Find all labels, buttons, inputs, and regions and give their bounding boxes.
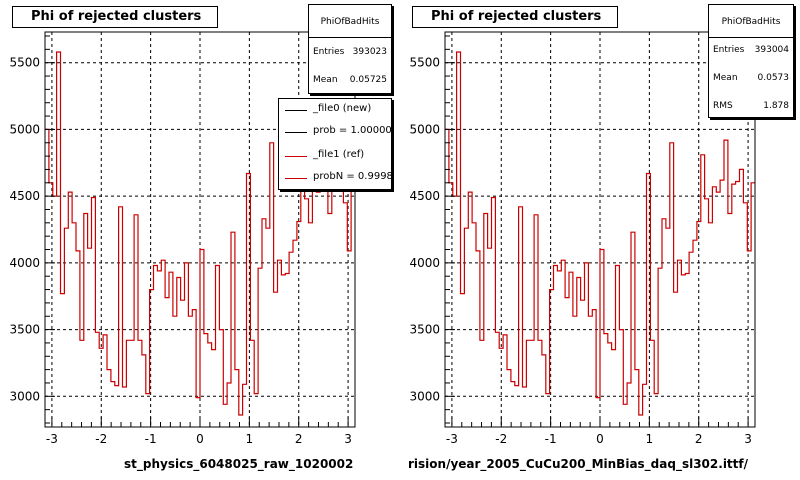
stats-value: 1.878 bbox=[763, 101, 789, 111]
y-tick-label: 5000 bbox=[9, 122, 40, 136]
plot-title: Phi of rejected clusters bbox=[412, 6, 618, 28]
x-tick-label: 1 bbox=[646, 432, 654, 446]
plot-title-text: Phi of rejected clusters bbox=[431, 9, 602, 24]
stats-value: 0.05725 bbox=[349, 75, 387, 85]
stats-label: Mean bbox=[713, 73, 738, 83]
legend-label: prob = 1.000000 bbox=[313, 125, 392, 136]
legend-entry: probN = 0.99985 bbox=[279, 167, 392, 189]
legend-line-black bbox=[285, 110, 307, 111]
x-tick-label: -2 bbox=[95, 432, 107, 446]
x-tick-label: 3 bbox=[744, 432, 752, 446]
y-tick-label: 5500 bbox=[9, 56, 40, 70]
y-tick-label: 5000 bbox=[409, 122, 440, 136]
legend-line-red bbox=[285, 178, 307, 179]
y-tick-label: 4000 bbox=[9, 256, 40, 270]
plot-title-text: Phi of rejected clusters bbox=[31, 9, 202, 24]
x-axis-label: st_physics_6048025_raw_1020002 bbox=[124, 457, 354, 471]
stats-label: Entries bbox=[713, 45, 745, 55]
stats-label: RMS bbox=[713, 101, 733, 111]
stats-row-entries: Entries 393004 bbox=[713, 45, 789, 55]
legend-line-red bbox=[285, 156, 307, 157]
stats-row-entries: Entries 393023 bbox=[313, 47, 387, 57]
x-tick-label: 2 bbox=[295, 432, 303, 446]
legend-label: _file0 (new) bbox=[313, 103, 372, 114]
y-tick-label: 4500 bbox=[409, 189, 440, 203]
legend-entry: _file0 (new) bbox=[279, 99, 391, 121]
left-plot-pad: -3 -2 -1 0 1 2 3 3000 3500 4000 4500 5000 5500 Phi o… bbox=[9, 4, 392, 471]
legend-entry: prob = 1.000000 bbox=[279, 121, 392, 143]
x-tick-label: -3 bbox=[446, 432, 458, 446]
right-plot-pad: -3 -2 -1 0 1 2 3 3000 3500 4000 4500 5000 5500 Phi o… bbox=[400, 0, 800, 480]
x-tick-label: -2 bbox=[495, 432, 507, 446]
histogram-series-line bbox=[445, 51, 755, 416]
legend-line-black bbox=[285, 132, 307, 133]
x-tick-label: 3 bbox=[344, 432, 352, 446]
stats-row-rms: RMS 1.878 bbox=[713, 101, 789, 111]
stats-label: Mean bbox=[313, 75, 338, 85]
x-tick-label: 0 bbox=[196, 432, 204, 446]
y-tick-label: 3500 bbox=[409, 323, 440, 337]
legend-entry: _file1 (ref) bbox=[279, 145, 391, 167]
stats-label: Entries bbox=[313, 47, 345, 57]
x-tick-label: -1 bbox=[545, 432, 557, 446]
stats-box: PhiOfBadHits Entries 393004 Mean 0.0573 … bbox=[708, 4, 794, 118]
y-tick-label: 4500 bbox=[9, 189, 40, 203]
x-tick-label: 2 bbox=[695, 432, 703, 446]
y-tick-label: 3500 bbox=[9, 323, 40, 337]
y-tick-label: 3000 bbox=[9, 389, 40, 403]
right-histogram-plot: -3 -2 -1 0 1 2 3 3000 3500 4000 4500 5000 5500 bbox=[409, 31, 756, 446]
x-tick-label: -3 bbox=[46, 432, 58, 446]
stats-name: PhiOfBadHits bbox=[320, 17, 380, 27]
left-histogram-plot: -3 -2 -1 0 1 2 3 3000 3500 4000 4500 5000 5500 bbox=[9, 31, 356, 446]
y-tick-label: 4000 bbox=[409, 256, 440, 270]
legend-box: _file0 (new) prob = 1.000000 _file1 (ref… bbox=[278, 98, 392, 190]
x-tick-label: 1 bbox=[246, 432, 254, 446]
legend-label: probN = 0.99985 bbox=[313, 171, 392, 182]
x-tick-label: 0 bbox=[596, 432, 604, 446]
x-tick-label: -1 bbox=[145, 432, 157, 446]
stats-row-mean: Mean 0.0573 bbox=[713, 73, 789, 83]
legend-label: _file1 (ref) bbox=[313, 149, 365, 160]
stats-row-mean: Mean 0.05725 bbox=[313, 75, 387, 85]
stats-name: PhiOfBadHits bbox=[721, 17, 781, 27]
y-tick-label: 5500 bbox=[409, 56, 440, 70]
stats-divider bbox=[709, 37, 793, 38]
plot-title: Phi of rejected clusters bbox=[12, 6, 218, 28]
stats-divider bbox=[309, 37, 391, 38]
x-axis-label: rision/year_2005_CuCu200_MinBias_daq_sl3… bbox=[408, 457, 749, 471]
stats-value: 0.0573 bbox=[757, 73, 790, 83]
stats-value: 393004 bbox=[754, 45, 789, 55]
stats-value: 393023 bbox=[352, 47, 387, 57]
y-tick-label: 3000 bbox=[409, 389, 440, 403]
stats-box: PhiOfBadHits Entries 393023 Mean 0.05725 bbox=[308, 4, 392, 94]
